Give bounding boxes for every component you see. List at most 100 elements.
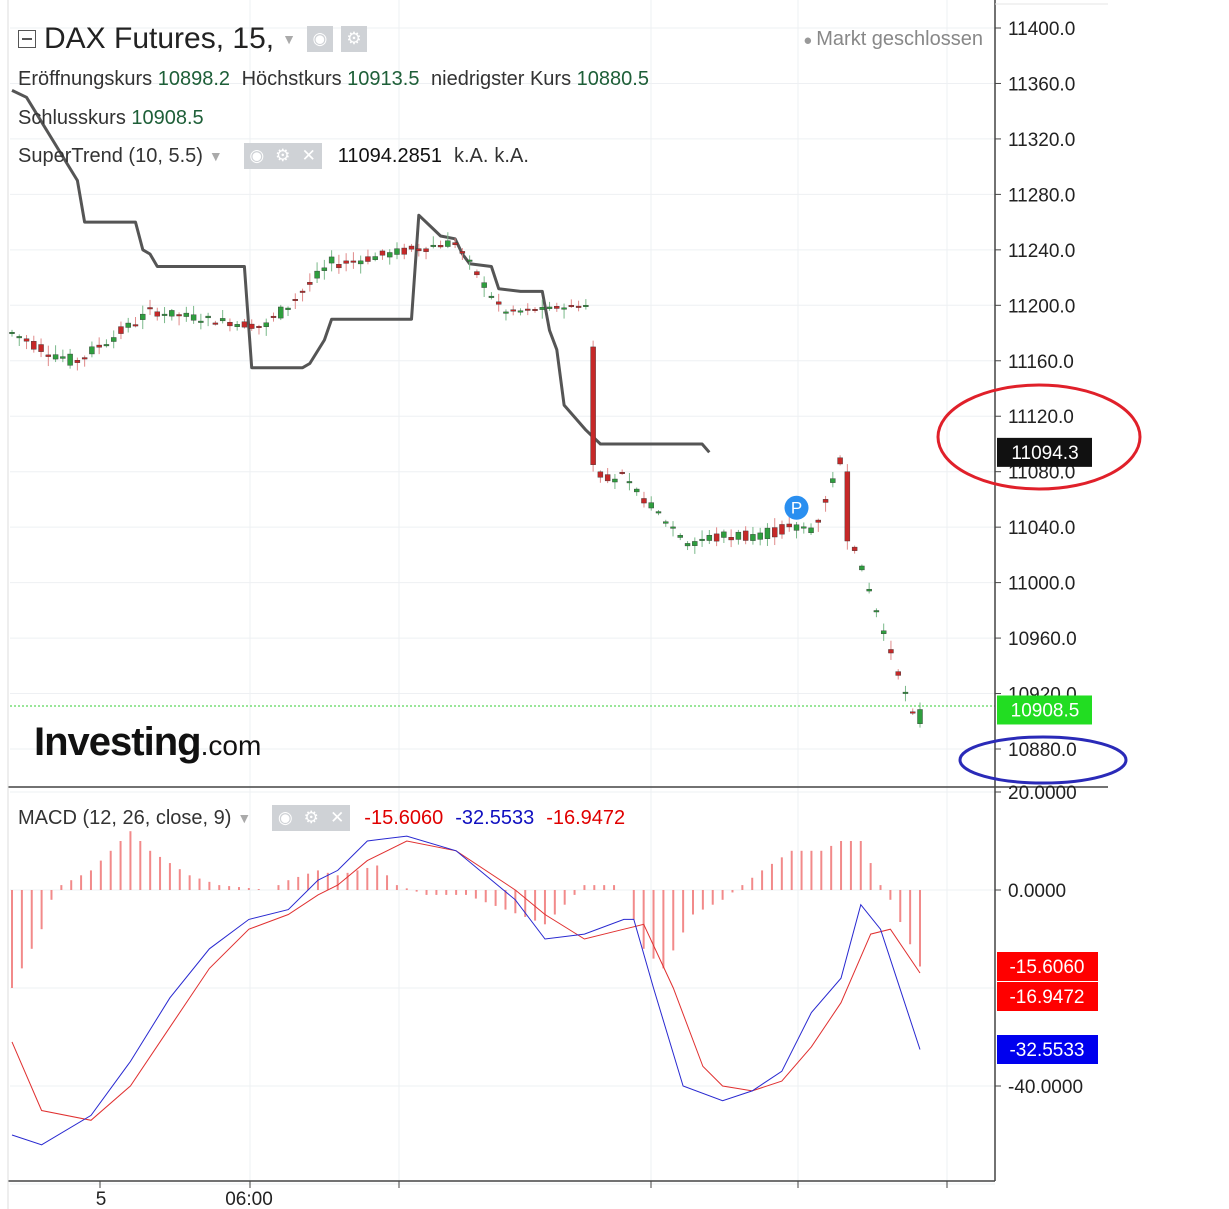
candle [902,691,909,694]
candle [575,305,582,308]
supertrend-path [11,89,711,454]
close-label: Schlusskurs [18,107,126,129]
candle [590,346,596,465]
candle [481,282,487,288]
candle [880,630,887,634]
investing-logo: Investing.com [34,720,261,765]
candle [459,251,466,254]
candle [786,523,792,528]
macd-y-tick-label: 20.0000 [1008,783,1077,804]
macd-tag-label: -16.9472 [1009,987,1084,1008]
logo-brand: Investing [34,720,202,764]
candle [249,323,255,329]
candle [822,499,829,503]
candle [299,290,306,293]
candle [750,534,756,541]
candle [510,309,516,312]
candle [772,527,778,538]
p-marker-label: P [791,499,802,518]
candle [256,326,262,328]
candle [357,260,364,265]
candle [343,260,349,264]
y-tick-label: 11320.0 [1008,130,1075,151]
candle [495,301,502,305]
y-tick-label: 11160.0 [1008,352,1074,373]
candle [31,341,37,350]
close-icon[interactable]: ✕ [295,143,322,169]
candle [176,314,182,317]
candle [103,344,110,347]
candle [532,309,538,311]
gear-icon[interactable]: ⚙ [340,26,367,52]
eye-icon[interactable]: ◉ [306,26,333,52]
candle [307,282,313,285]
candle [89,346,95,355]
gear-icon[interactable]: ⚙ [298,805,325,831]
candle [379,250,386,256]
collapse-icon[interactable] [18,30,36,48]
candle [728,537,734,541]
y-tick-label: 10880.0 [1008,740,1077,761]
open-label: Eröffnungskurs [18,68,153,90]
candle [147,307,153,310]
y-tick-label: 11280.0 [1008,185,1075,206]
y-tick-label: 11240.0 [1008,241,1075,262]
candle [336,264,342,269]
candle [801,526,807,529]
y-tick-label: 11040.0 [1008,518,1075,539]
candle [394,248,400,255]
high-label: Höchstkurs [241,68,342,90]
symbol-title: DAX Futures, 15, ▼ ◉ ⚙ [18,22,367,56]
candle [873,610,880,613]
x-tick-label: 5 [96,1189,107,1209]
candle [372,256,378,260]
gear-icon[interactable]: ⚙ [269,143,296,169]
candle [866,588,872,592]
chevron-down-icon[interactable]: ▼ [282,31,296,47]
candle [278,306,284,319]
macd-signal-line [11,840,921,1121]
close-icon[interactable]: ✕ [324,805,351,831]
candle [554,306,560,309]
eye-icon[interactable]: ◉ [272,805,299,831]
candle [9,331,15,334]
candle [612,478,618,483]
axes: 11400.0 11360.0 11320.0 11280.0 11240.0 11200… [7,0,1108,1209]
candle [110,337,117,342]
candle [684,543,691,547]
candle [387,252,393,258]
candle [132,324,139,327]
eye-icon[interactable]: ◉ [243,143,270,169]
macd-legend: MACD (12, 26, close, 9) ▼ ◉ ⚙ ✕ -15.6060 -… [18,805,625,831]
candle [445,240,451,247]
candle [161,313,168,316]
y-tick-label: 11080.0 [1008,463,1075,484]
red-circle-annotation [936,383,1142,491]
candle [735,531,742,540]
candle [713,533,720,542]
candle [641,498,647,504]
candle [365,256,371,262]
close-value: 10908.5 [131,107,204,129]
candle [314,270,320,279]
candle [583,305,589,307]
y-tick-label: 11400.0 [1008,19,1075,40]
macd-hist-value: -15.6060 [364,806,444,829]
candle [626,481,633,484]
candle [525,308,531,311]
candle [52,354,59,360]
y-tick-label: 11200.0 [1008,296,1075,317]
candle [670,526,676,529]
chevron-down-icon[interactable]: ▼ [237,810,252,826]
candle [140,313,146,320]
candle [125,322,131,328]
candle [757,532,763,540]
low-value: 10880.5 [576,68,649,90]
open-value: 10898.2 [157,68,231,90]
chevron-down-icon[interactable]: ▼ [208,148,223,164]
macd-tag [997,982,1098,1011]
candle [764,527,771,539]
candle [23,338,30,342]
candle [227,321,233,327]
